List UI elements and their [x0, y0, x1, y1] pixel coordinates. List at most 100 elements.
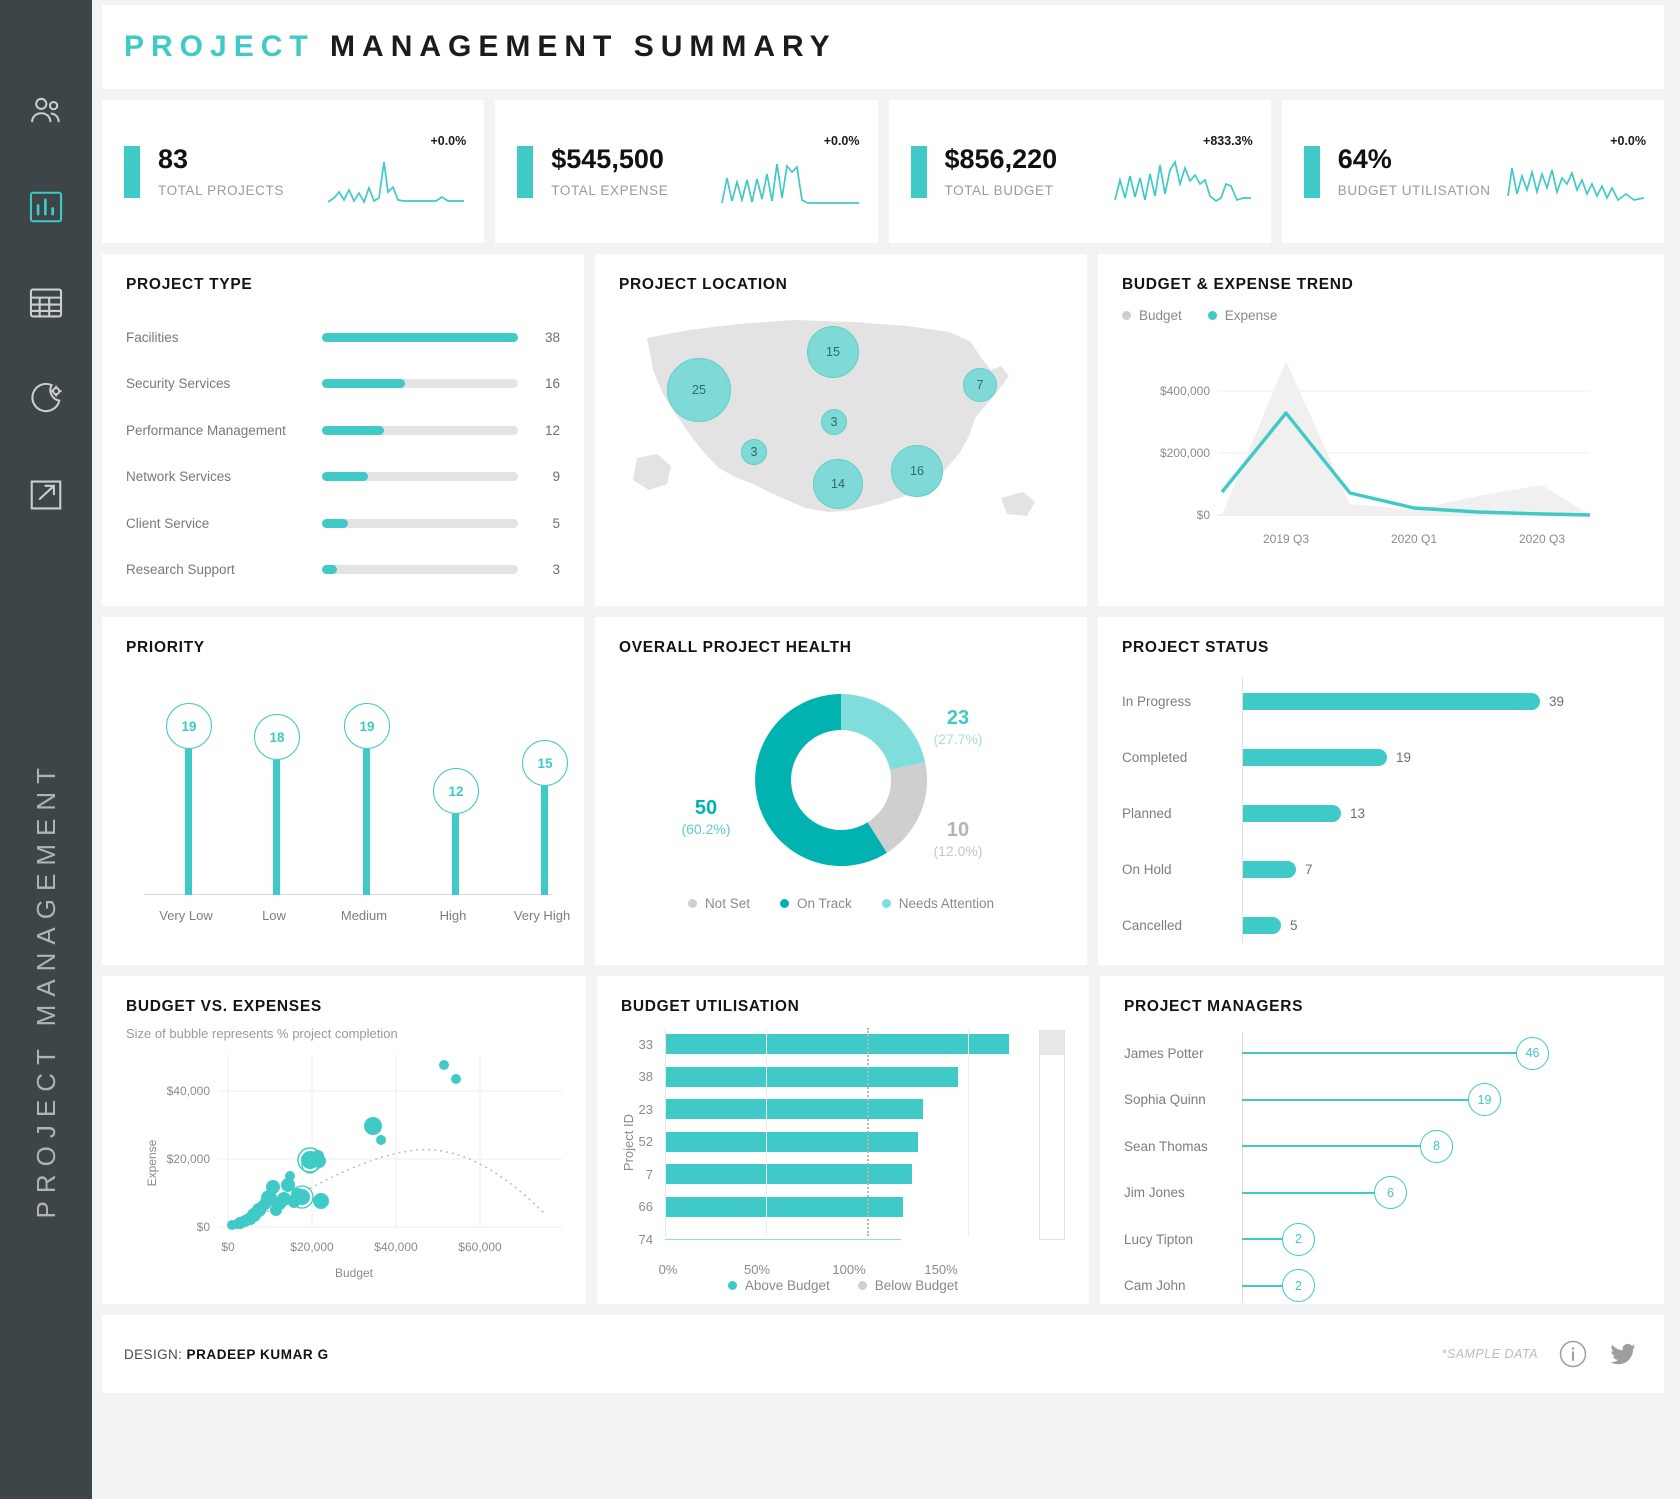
legend-item-not-set[interactable]: Not Set — [687, 896, 750, 911]
priority-bubble[interactable]: 18 — [254, 714, 300, 760]
project-type-value: 3 — [552, 562, 560, 578]
x-tick-label: $20,000 — [290, 1240, 334, 1254]
list-item[interactable]: Performance Management 12 — [126, 407, 560, 454]
manager-name: Cam John — [1124, 1278, 1186, 1294]
panel-priority: PRIORITY 19 Very Low 18 Low 19 Medium 12… — [102, 617, 584, 965]
list-item[interactable]: Research Support 3 — [126, 547, 560, 594]
map-bubble[interactable]: 3 — [821, 409, 847, 435]
sidebar-item-people[interactable] — [23, 88, 69, 134]
panel-title: PROJECT MANAGERS — [1124, 998, 1304, 1015]
table-row[interactable]: 38 — [621, 1061, 1065, 1094]
manager-value-bubble[interactable]: 8 — [1420, 1129, 1453, 1163]
manager-value-bubble[interactable]: 46 — [1516, 1036, 1549, 1070]
priority-label: Very High — [513, 908, 571, 923]
sidebar-brand: PROJECT MANAGEMENT — [0, 760, 92, 1218]
list-item[interactable]: Cam John 2 — [1124, 1263, 1640, 1310]
status-value: 13 — [1350, 805, 1366, 821]
map-bubble[interactable]: 25 — [667, 358, 731, 422]
status-bar — [1242, 748, 1387, 766]
legend-item-budget[interactable]: Budget — [1122, 308, 1182, 323]
project-type-label: Performance Management — [126, 422, 286, 438]
manager-line — [1242, 1052, 1518, 1055]
table-row[interactable]: On Hold 7 — [1122, 841, 1640, 897]
kpi-delta: +0.0% — [823, 133, 860, 148]
project-type-track — [322, 425, 518, 435]
kpi-texts: $545,500 TOTAL EXPENSE — [551, 144, 668, 198]
utilisation-bar — [665, 1196, 903, 1217]
panel-title: BUDGET & EXPENSE TREND — [1122, 276, 1354, 293]
manager-value-bubble[interactable]: 2 — [1282, 1222, 1315, 1256]
kpi-accent-bar — [517, 145, 534, 198]
map-bubble[interactable]: 15 — [807, 326, 859, 378]
sidebar-item-table[interactable] — [23, 280, 69, 326]
map-bubble[interactable]: 14 — [813, 459, 863, 509]
panel-project-status: PROJECT STATUS In Progress 39 Completed … — [1098, 617, 1664, 965]
panel-project-location: PROJECT LOCATION 25 15 7 3 3 14 16 — [595, 254, 1087, 606]
list-item[interactable]: James Potter 46 — [1124, 1030, 1640, 1077]
donut-slice-on-track[interactable] — [755, 694, 887, 866]
priority-bubble[interactable]: 19 — [166, 703, 212, 749]
kpi-right: +0.0% — [326, 134, 466, 210]
twitter-icon[interactable] — [1608, 1339, 1638, 1369]
scrollbar[interactable] — [1039, 1030, 1065, 1240]
kpi-left: $545,500 TOTAL EXPENSE — [495, 144, 668, 198]
list-item[interactable]: Network Services 9 — [126, 454, 560, 501]
table-row[interactable]: 66 — [621, 1191, 1065, 1224]
map-bubble[interactable]: 16 — [891, 445, 943, 497]
list-item[interactable]: Security Services 16 — [126, 361, 560, 408]
sparkline-chart — [1113, 159, 1251, 202]
table-row[interactable]: 52 — [621, 1126, 1065, 1159]
project-type-value: 5 — [552, 515, 560, 531]
project-id: 38 — [638, 1069, 653, 1085]
kpi-card-total-projects[interactable]: 83 TOTAL PROJECTS +0.0% — [102, 100, 485, 243]
priority-bubble[interactable]: 12 — [433, 768, 479, 814]
project-type-track — [322, 332, 518, 342]
map-bubble[interactable]: 7 — [963, 368, 997, 402]
sparkline-chart — [1507, 167, 1645, 201]
legend-item-needs-attention[interactable]: Needs Attention — [881, 896, 994, 911]
project-type-value: 38 — [544, 329, 560, 345]
priority-bubble[interactable]: 19 — [344, 703, 390, 749]
manager-value-bubble[interactable]: 6 — [1374, 1176, 1407, 1210]
y-axis-title: Project ID — [621, 1114, 636, 1172]
donut-slice-not-set[interactable] — [867, 762, 928, 853]
list-item[interactable]: Facilities 38 — [126, 314, 560, 361]
list-item[interactable]: Sean Thomas 8 — [1124, 1123, 1640, 1170]
manager-value-bubble[interactable]: 2 — [1282, 1269, 1315, 1303]
bar-chart-icon — [29, 191, 63, 223]
info-icon[interactable] — [1558, 1339, 1588, 1369]
manager-value-bubble[interactable]: 19 — [1468, 1083, 1501, 1117]
legend-item-above-budget[interactable]: Above Budget — [727, 1278, 830, 1293]
sidebar-item-dashboard[interactable] — [23, 184, 69, 230]
sidebar-item-theme[interactable] — [23, 376, 69, 422]
table-row[interactable]: 23 — [621, 1093, 1065, 1126]
scatter-svg: $40,000 $20,000 $0 Expense — [145, 1055, 562, 1280]
scatter-points[interactable] — [227, 1060, 461, 1230]
managers-list: James Potter 46 Sophia Quinn 19 Sean Tho… — [1124, 1030, 1640, 1309]
list-item[interactable]: Jim Jones 6 — [1124, 1170, 1640, 1217]
table-row[interactable]: 33 — [621, 1028, 1065, 1061]
scatter-ring — [290, 1185, 314, 1209]
table-row[interactable]: 7 — [621, 1158, 1065, 1191]
table-row[interactable]: 74 — [621, 1223, 1065, 1256]
priority-bubble[interactable]: 15 — [522, 740, 568, 786]
table-row[interactable]: Cancelled 5 — [1122, 897, 1640, 953]
kpi-card-total-budget[interactable]: $856,220 TOTAL BUDGET +833.3% — [888, 100, 1271, 243]
table-row[interactable]: In Progress 39 — [1122, 673, 1640, 729]
table-row[interactable]: Planned 13 — [1122, 785, 1640, 841]
donut-slice-needs-attention[interactable] — [841, 694, 926, 770]
scrollbar-thumb[interactable] — [1040, 1031, 1064, 1055]
list-item[interactable]: Sophia Quinn 19 — [1124, 1077, 1640, 1124]
kpi-card-budget-utilisation[interactable]: 64% BUDGET UTILISATION +0.0% — [1281, 100, 1664, 243]
kpi-label: BUDGET UTILISATION — [1337, 183, 1491, 199]
kpi-card-total-expense[interactable]: $545,500 TOTAL EXPENSE +0.0% — [495, 100, 878, 243]
legend-item-expense[interactable]: Expense — [1207, 308, 1277, 323]
sidebar-item-share[interactable] — [23, 472, 69, 518]
list-item[interactable]: Lucy Tipton 2 — [1124, 1216, 1640, 1263]
status-bar — [1242, 692, 1540, 710]
map-bubble[interactable]: 3 — [741, 439, 767, 465]
legend-item-on-track[interactable]: On Track — [779, 896, 852, 911]
list-item[interactable]: Client Service 5 — [126, 500, 560, 547]
legend-item-below-budget[interactable]: Below Budget — [857, 1278, 958, 1293]
table-row[interactable]: Completed 19 — [1122, 729, 1640, 785]
